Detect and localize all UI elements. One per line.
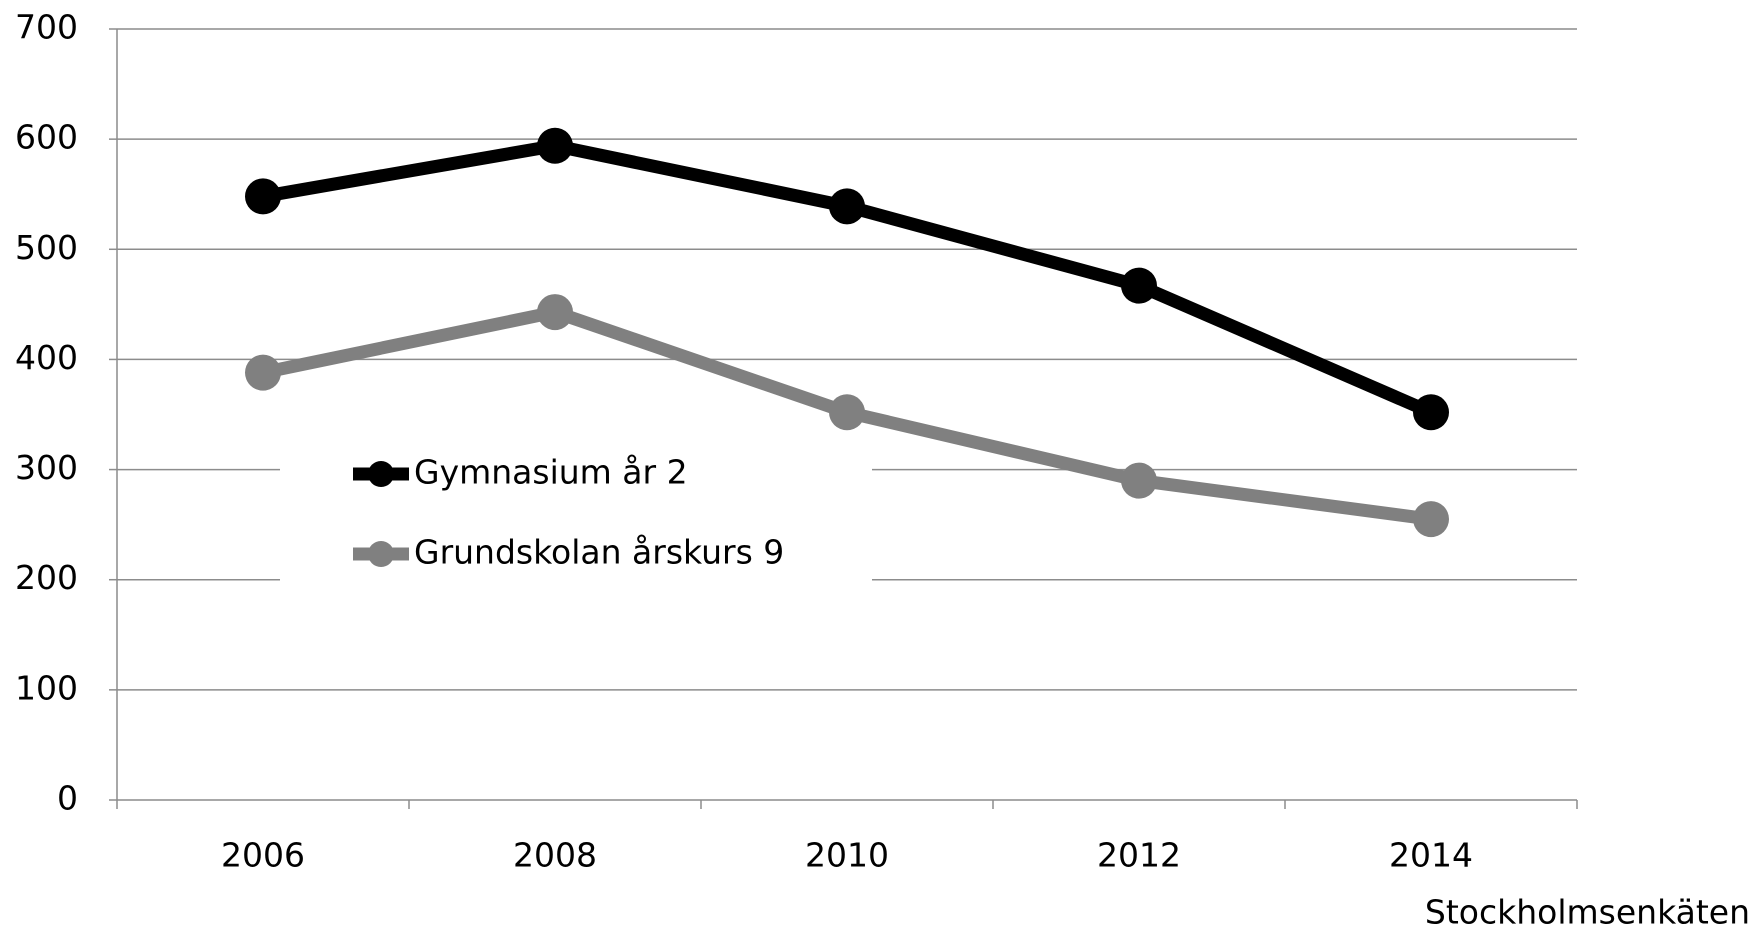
x-tick-label: 2006 — [221, 836, 305, 875]
y-tick-label: 700 — [15, 8, 78, 47]
y-tick-label: 300 — [15, 448, 78, 487]
y-tick-label: 600 — [15, 118, 78, 157]
point-marker — [245, 354, 281, 391]
point-marker — [1413, 501, 1449, 538]
legend-marker — [368, 461, 394, 487]
point-marker — [537, 127, 573, 164]
x-tick-label: 2010 — [805, 836, 889, 875]
x-tick-label: 2012 — [1097, 836, 1181, 875]
source-label: Stockholmsenkäten — [1425, 893, 1750, 932]
legend-label: Gymnasium år 2 — [414, 453, 688, 492]
point-marker — [1413, 394, 1449, 431]
point-marker — [1121, 462, 1157, 499]
y-tick-label: 400 — [15, 338, 78, 377]
legend-marker — [368, 541, 394, 567]
y-tick-label: 100 — [15, 668, 78, 707]
point-marker — [537, 294, 573, 331]
point-marker — [829, 394, 865, 431]
x-tick-label: 2014 — [1389, 836, 1473, 875]
point-marker — [1121, 267, 1157, 304]
y-tick-label: 500 — [15, 228, 78, 267]
point-marker — [245, 178, 281, 215]
point-marker — [829, 188, 865, 225]
y-tick-label: 200 — [15, 558, 78, 597]
y-tick-label: 0 — [57, 779, 78, 818]
x-tick-label: 2008 — [513, 836, 597, 875]
series-line — [261, 139, 1434, 419]
legend-label: Grundskolan årskurs 9 — [414, 533, 784, 572]
